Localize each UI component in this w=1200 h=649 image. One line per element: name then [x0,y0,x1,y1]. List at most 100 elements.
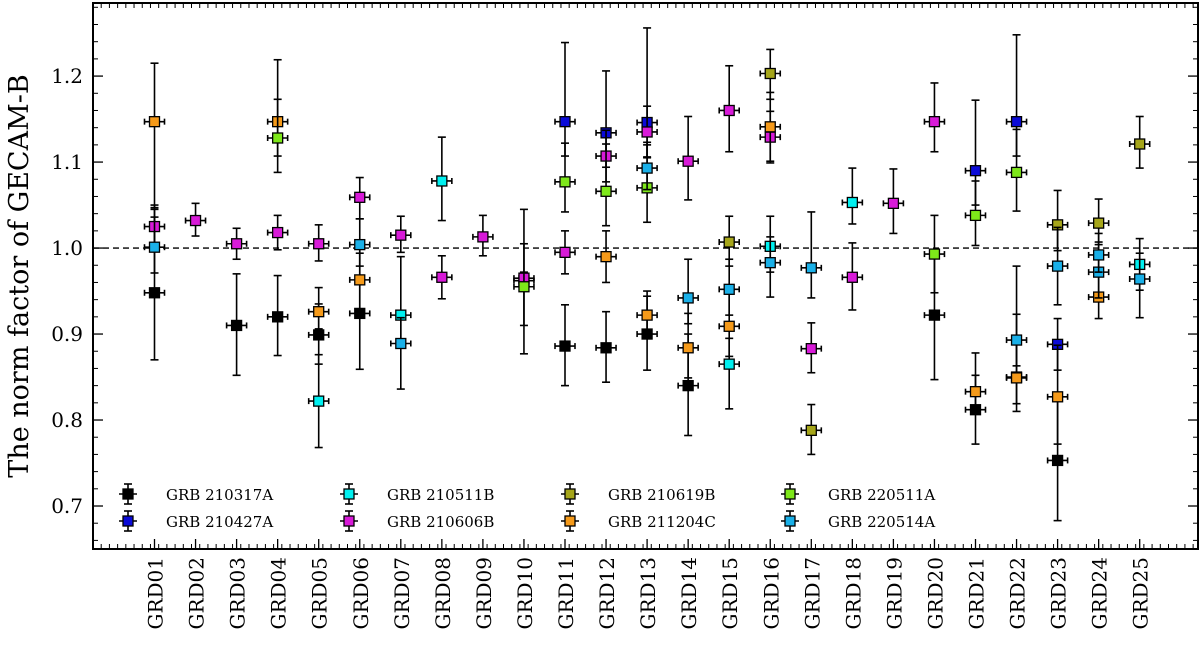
data-point [554,142,576,213]
data-marker [148,241,161,253]
data-point [143,62,166,209]
data-marker [969,165,982,177]
data-marker [723,104,735,117]
x-tick-label: GRD18 [841,557,865,630]
data-marker [271,226,284,239]
y-tick-label: 1.1 [51,150,83,174]
data-marker [600,342,612,354]
data-point [800,211,823,299]
data-point [718,258,741,316]
data-point [923,214,946,294]
data-point [595,310,617,383]
data-marker [189,214,202,227]
data-marker [682,379,694,392]
legend-marker [564,488,576,500]
data-point [1046,226,1069,306]
data-point [225,227,248,261]
x-tick-label: GRD23 [1047,557,1071,630]
y-tick-labels: 0.7 0.8 0.9 1.0 1.1 1.2 [51,64,83,518]
data-marker [518,281,530,293]
data-marker [436,175,448,187]
data-point [882,168,905,235]
data-point [266,214,289,251]
legend-entry: GRB 210427A [119,510,273,532]
data-point [841,167,864,225]
legend-label: GRB 211204C [608,513,716,531]
data-marker [1010,372,1023,384]
data-marker [230,238,243,250]
data-marker [969,209,982,222]
data-marker [764,121,776,133]
data-point [225,273,248,377]
data-marker [1010,116,1023,128]
x-tick-label: GRD12 [595,557,619,630]
data-point [718,64,741,153]
data-point [472,214,494,257]
data-marker [764,257,776,269]
legend-label: GRB 210619B [608,486,715,504]
data-marker [764,67,776,80]
data-point [964,180,987,247]
data-point [595,143,617,227]
data-marker [1134,138,1146,150]
data-marker [600,251,612,263]
data-point [348,218,371,267]
data-point [800,322,823,374]
data-marker [313,395,325,407]
data-marker [641,126,653,138]
data-marker [477,231,489,243]
data-marks-layer [143,27,1151,522]
y-tick-label: 0.9 [51,322,83,346]
x-tick-label: GRD02 [185,557,209,630]
data-marker [354,191,366,203]
x-tick-label: GRD08 [431,557,455,630]
x-tick-label: GRD13 [636,557,660,630]
legend-label: GRB 220511A [828,486,935,504]
data-marker [395,337,407,350]
legend-entry: GRB 211204C [561,510,716,532]
data-point [307,224,330,262]
data-point [1005,313,1028,367]
legend: GRB 210317A GRB 210427A GRB 210511B GRB 210… [119,483,935,532]
data-marker [846,271,858,283]
legend-marker [564,515,576,527]
x-tick-label: GRD19 [882,557,906,630]
data-marker [641,162,653,174]
data-point [431,254,453,300]
x-tick-label: GRD16 [759,557,783,630]
data-marker [723,358,735,370]
data-marker [887,197,900,209]
data-marker [723,320,735,332]
x-tick-label: GRD14 [677,557,701,630]
legend-entry: GRB 210606B [340,510,494,532]
x-tick-label: GRD15 [718,557,742,630]
data-marker [928,309,941,321]
data-marker [559,116,571,128]
x-tick-label: GRD06 [349,557,373,630]
data-point [677,258,699,325]
y-tick-label: 0.7 [51,494,83,518]
data-marker [723,283,735,295]
x-tick-label: GRD11 [554,557,578,630]
data-marker [313,329,325,341]
data-point [800,403,823,456]
data-point [431,136,453,222]
x-tick-label: GRD10 [513,557,537,630]
data-marker [805,343,817,355]
data-point [143,216,166,274]
legend-label: GRB 210317A [166,486,273,504]
legend-marker [343,488,355,500]
x-tick-label: GRD01 [144,557,168,630]
data-point [554,230,576,275]
data-marker [805,424,817,436]
data-marker [559,246,571,259]
plot-frame [92,2,1199,550]
axis-ticks-layer [93,3,1198,549]
data-point [554,304,576,387]
data-point [759,236,782,298]
data-point [513,242,535,327]
data-marker [600,185,612,197]
y-tick-label: 1.0 [51,236,83,260]
data-marker [1093,217,1105,229]
data-point [1005,128,1028,212]
